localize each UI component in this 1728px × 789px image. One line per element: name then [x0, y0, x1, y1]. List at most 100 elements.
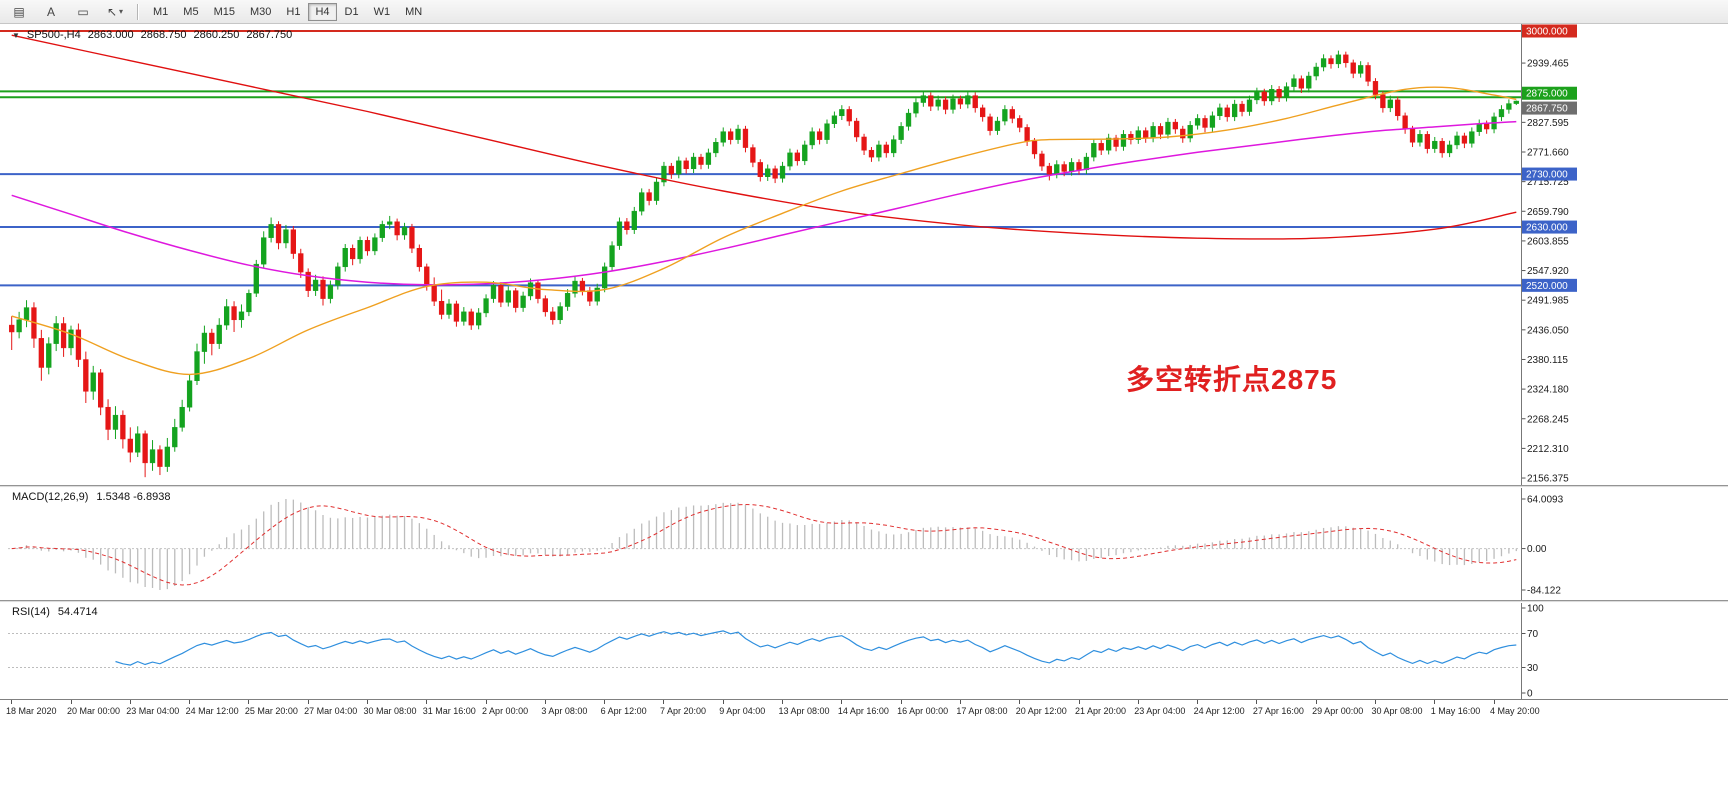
time-label: 30 Apr 08:00: [1371, 706, 1423, 716]
svg-text:30: 30: [1527, 663, 1539, 674]
timeframe-button-M1[interactable]: M1: [153, 5, 169, 18]
svg-text:70: 70: [1527, 629, 1539, 640]
svg-text:3000.000: 3000.000: [1526, 26, 1568, 37]
time-tick: [11, 700, 13, 704]
rsi-label: RSI(14) 54.4714: [12, 606, 98, 618]
svg-text:2715.725: 2715.725: [1527, 177, 1569, 188]
time-label: 2 Apr 00:00: [482, 706, 529, 716]
time-label: 3 Apr 08:00: [541, 706, 588, 716]
price-badge-2630.000: 2630.000: [1522, 220, 1577, 234]
price-badge-2730.000: 2730.000: [1522, 167, 1577, 181]
svg-text:2324.180: 2324.180: [1527, 385, 1569, 396]
rsi-canvas[interactable]: 100 70 30 0: [0, 603, 1728, 699]
collapse-icon[interactable]: ▼: [12, 30, 20, 40]
symbol-timeframe-label: SP500-,H4: [26, 29, 81, 41]
ma-mid-magenta[interactable]: [11, 120, 1517, 286]
svg-text:2659.790: 2659.790: [1527, 207, 1569, 218]
macd-name: MACD(12,26,9): [12, 491, 89, 503]
toolbar-tools: ▤ A ▭ ↖ ▾: [4, 2, 130, 22]
time-tick: [1256, 700, 1258, 704]
time-tick: [307, 700, 309, 704]
time-label: 14 Apr 16:00: [837, 706, 889, 716]
timeframe-button-H1[interactable]: H1: [286, 5, 301, 18]
svg-text:2491.985: 2491.985: [1527, 296, 1569, 307]
timeframe-button-W1[interactable]: W1: [373, 5, 391, 18]
price-chart-panel[interactable]: 2156.375 2212.310 2268.245 2324.180 2380.115…: [0, 24, 1728, 485]
time-axis[interactable]: 18 Mar 2020 20 Mar 00:00 23 Mar 04:00 24 Ma…: [0, 699, 1728, 721]
timeframe-button-M5[interactable]: M5: [183, 5, 199, 18]
time-tick: [1197, 700, 1199, 704]
price-axis[interactable]: 2156.375 2212.310 2268.245 2324.180 2380.115…: [1521, 59, 1570, 485]
toolbar: ▤ A ▭ ↖ ▾ M1 M5 M15 M30 H1 H4 D1 W1 MN: [0, 0, 1728, 24]
time-tick: [782, 700, 784, 704]
timeframe-button-H4[interactable]: H4: [308, 2, 337, 21]
timeframe-button-D1[interactable]: D1: [344, 5, 359, 18]
panel-divider: [0, 600, 1728, 603]
time-label: 16 Apr 00:00: [897, 706, 949, 716]
time-label: 29 Apr 00:00: [1312, 706, 1364, 716]
font-tool-icon[interactable]: A: [46, 4, 55, 19]
high-value: 2868.750: [140, 29, 187, 41]
time-tick: [485, 700, 487, 704]
timeframe-button-M15[interactable]: M15: [213, 5, 235, 18]
low-value: 2860.250: [193, 29, 240, 41]
time-label: 25 Mar 20:00: [244, 706, 298, 716]
time-tick: [1493, 700, 1495, 704]
candlesticks[interactable]: [9, 50, 1519, 478]
time-tick: [129, 700, 131, 704]
time-label: 4 May 20:00: [1490, 706, 1540, 716]
time-label: 24 Apr 12:00: [1193, 706, 1245, 716]
rsi-panel[interactable]: 100 70 30 0 RSI(14) 54.4714: [0, 603, 1728, 699]
ma-slow-red[interactable]: [11, 34, 1517, 240]
time-tick: [841, 700, 843, 704]
time-label: 20 Apr 12:00: [1015, 706, 1067, 716]
time-tick: [663, 700, 665, 704]
time-label: 1 May 16:00: [1430, 706, 1481, 716]
svg-text:2603.855: 2603.855: [1527, 236, 1569, 247]
time-label: 31 Mar 16:00: [422, 706, 476, 716]
ohlc-readout: ▼ SP500-,H4 2863.000 2868.750 2860.250 2…: [12, 29, 292, 41]
macd-canvas[interactable]: 64.0093 0.00 -84.122: [0, 488, 1728, 600]
svg-text:64.0093: 64.0093: [1527, 495, 1564, 506]
open-value: 2863.000: [87, 29, 134, 41]
time-label: 17 Apr 08:00: [956, 706, 1008, 716]
time-label: 18 Mar 2020: [6, 706, 57, 716]
charts-grid-icon[interactable]: ▤: [13, 4, 25, 19]
time-tick: [544, 700, 546, 704]
toolbar-separator: [137, 3, 139, 20]
svg-text:2156.375: 2156.375: [1527, 474, 1569, 485]
cursor-tool-icon[interactable]: ↖ ▾: [106, 4, 124, 19]
time-tick: [1374, 700, 1376, 704]
price-badge-2520.000: 2520.000: [1522, 278, 1577, 292]
panel-divider: [0, 485, 1728, 488]
time-label: 7 Apr 20:00: [659, 706, 706, 716]
ma-fast-orange[interactable]: [11, 86, 1517, 376]
time-tick: [248, 700, 250, 704]
rsi-line: [115, 630, 1517, 666]
time-label: 6 Apr 12:00: [600, 706, 647, 716]
macd-panel[interactable]: 64.0093 0.00 -84.122 MACD(12,26,9) 1.5348 …: [0, 488, 1728, 600]
time-tick: [426, 700, 428, 704]
rsi-value: 54.4714: [57, 606, 98, 618]
time-tick: [1019, 700, 1021, 704]
price-badge-2867.750: 2867.750: [1522, 101, 1577, 115]
time-label: 24 Mar 12:00: [185, 706, 239, 716]
svg-text:2771.660: 2771.660: [1527, 147, 1569, 158]
annotation-text[interactable]: 多空转折点2875: [1126, 364, 1338, 395]
timeframe-buttons: M1 M5 M15 M30 H1 H4 D1 W1 MN: [146, 2, 429, 21]
svg-text:2380.115: 2380.115: [1527, 355, 1568, 366]
time-tick: [189, 700, 191, 704]
text-label-tool-icon[interactable]: ▭: [77, 4, 89, 19]
timeframe-button-M30[interactable]: M30: [249, 5, 272, 18]
time-tick: [722, 700, 724, 704]
time-label: 21 Apr 20:00: [1075, 706, 1127, 716]
svg-text:2268.245: 2268.245: [1527, 414, 1569, 425]
horizontal-level-lines[interactable]: [0, 29, 1522, 287]
svg-text:2867.750: 2867.750: [1526, 104, 1568, 115]
price-badge-2875.000: 2875.000: [1522, 86, 1577, 100]
svg-text:-84.122: -84.122: [1527, 586, 1561, 597]
price-chart-canvas[interactable]: 2156.375 2212.310 2268.245 2324.180 2380.115…: [0, 24, 1728, 485]
timeframe-button-MN[interactable]: MN: [405, 5, 423, 18]
svg-text:0: 0: [1527, 689, 1533, 700]
